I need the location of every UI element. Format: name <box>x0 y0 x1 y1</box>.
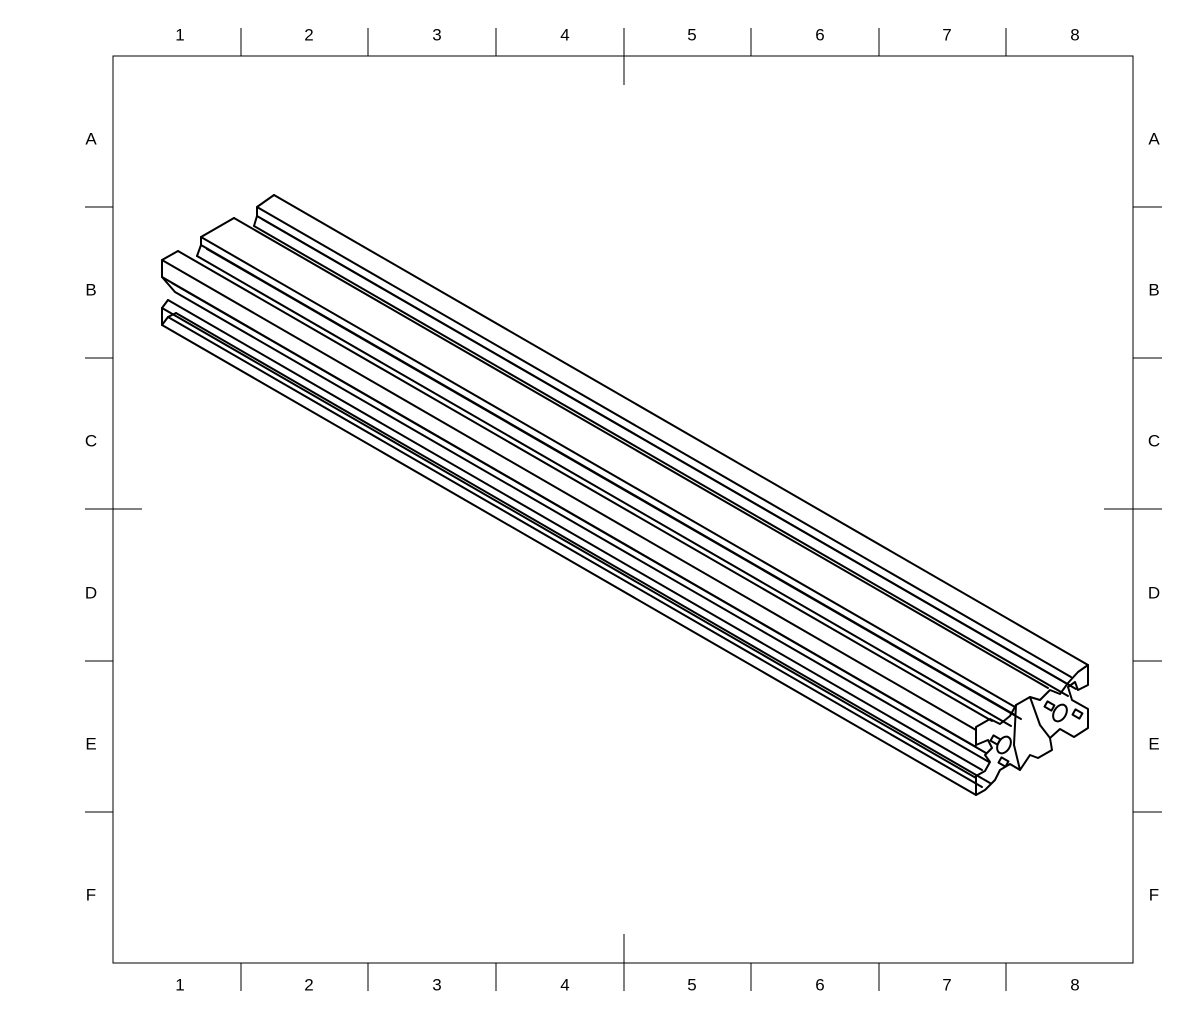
row-label: F <box>86 885 96 904</box>
column-label: 3 <box>432 25 441 44</box>
extrusion-edge <box>200 236 1016 708</box>
row-label: C <box>1148 431 1160 450</box>
column-label: 6 <box>815 25 824 44</box>
extrusion-edge <box>167 299 983 771</box>
column-label: 5 <box>687 25 696 44</box>
extrusion-edge <box>206 248 1022 720</box>
slot-pocket <box>1043 700 1056 712</box>
column-label: 4 <box>560 975 569 994</box>
extrusion-edge <box>253 225 1069 697</box>
slot-pocket <box>997 756 1010 768</box>
extrusion-edge <box>167 316 983 788</box>
rear-end-edge <box>253 194 275 227</box>
extrusion-edge <box>175 312 991 784</box>
profile-drawing <box>161 194 1089 796</box>
row-label: C <box>85 431 97 450</box>
column-label: 3 <box>432 975 441 994</box>
column-label: 8 <box>1070 25 1079 44</box>
extrusion-edge <box>261 218 1077 690</box>
extrusion-edge <box>177 250 993 722</box>
column-label: 2 <box>304 25 313 44</box>
extrusion-edge <box>196 255 1012 727</box>
column-label: 7 <box>942 975 951 994</box>
extrusion-edge <box>161 307 977 779</box>
column-label: 2 <box>304 975 313 994</box>
row-label: A <box>85 129 97 148</box>
end-cap-profile <box>975 664 1089 796</box>
extrusion-edge <box>161 324 977 796</box>
row-label: E <box>85 734 96 753</box>
row-label: D <box>1148 583 1160 602</box>
zone-ticks <box>85 28 1162 991</box>
zone-labels: 1 1 2 2 3 3 4 4 5 5 6 6 7 7 8 8 A A B B C C D D E E F F <box>85 25 1160 994</box>
extrusion-edge <box>233 217 1049 689</box>
row-label: A <box>1148 129 1160 148</box>
column-label: 7 <box>942 25 951 44</box>
slot-pocket <box>1071 708 1084 720</box>
extrusion-edge <box>171 282 987 754</box>
rear-end-edge <box>161 299 177 326</box>
drawing-border <box>112 55 1134 964</box>
column-label: 6 <box>815 975 824 994</box>
row-label: E <box>1148 734 1159 753</box>
extrusion-edge <box>256 206 1072 678</box>
center-bore-right <box>1052 703 1068 723</box>
row-label: F <box>1149 885 1159 904</box>
rear-end-edge <box>196 217 235 257</box>
row-label: B <box>85 280 96 299</box>
extrusion-edge <box>161 259 977 731</box>
extrusion-edge <box>273 194 1089 666</box>
column-label: 5 <box>687 975 696 994</box>
core-chamber-edge <box>1013 704 1021 771</box>
extrusion-edge <box>174 291 990 763</box>
slot-pocket <box>989 734 1002 746</box>
column-label: 4 <box>560 25 569 44</box>
row-label: D <box>85 583 97 602</box>
rear-end-edge <box>161 250 179 293</box>
column-label: 1 <box>175 975 184 994</box>
column-label: 8 <box>1070 975 1079 994</box>
row-label: B <box>1148 280 1159 299</box>
column-label: 1 <box>175 25 184 44</box>
core-chamber-edge <box>1029 696 1051 739</box>
